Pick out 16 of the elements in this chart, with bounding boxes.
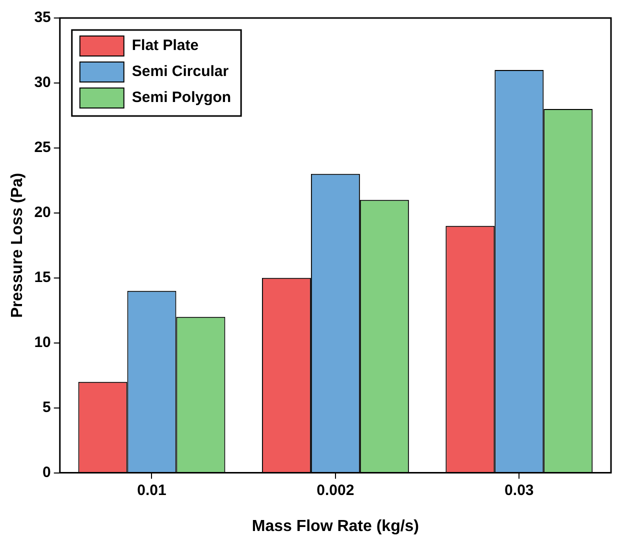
x-tick-label: 0.03 bbox=[504, 482, 534, 499]
y-tick-label: 25 bbox=[34, 139, 51, 156]
x-tick-label: 0.01 bbox=[137, 482, 166, 499]
y-tick-label: 0 bbox=[42, 464, 51, 481]
legend-label: Semi Polygon bbox=[132, 89, 232, 106]
y-tick-label: 10 bbox=[34, 334, 51, 351]
y-tick-label: 15 bbox=[34, 269, 51, 286]
legend-label: Semi Circular bbox=[132, 63, 229, 80]
x-tick-label: 0.002 bbox=[316, 482, 354, 499]
y-tick-label: 30 bbox=[34, 74, 51, 92]
y-tick-label: 35 bbox=[34, 9, 51, 26]
y-axis-title: Pressure Loss (Pa) bbox=[9, 172, 26, 318]
x-axis-title: Mass Flow Rate (kg/s) bbox=[252, 518, 420, 535]
y-tick-label: 5 bbox=[42, 398, 51, 416]
y-tick-label: 20 bbox=[34, 204, 51, 222]
legend-label: Flat Plate bbox=[132, 37, 199, 54]
